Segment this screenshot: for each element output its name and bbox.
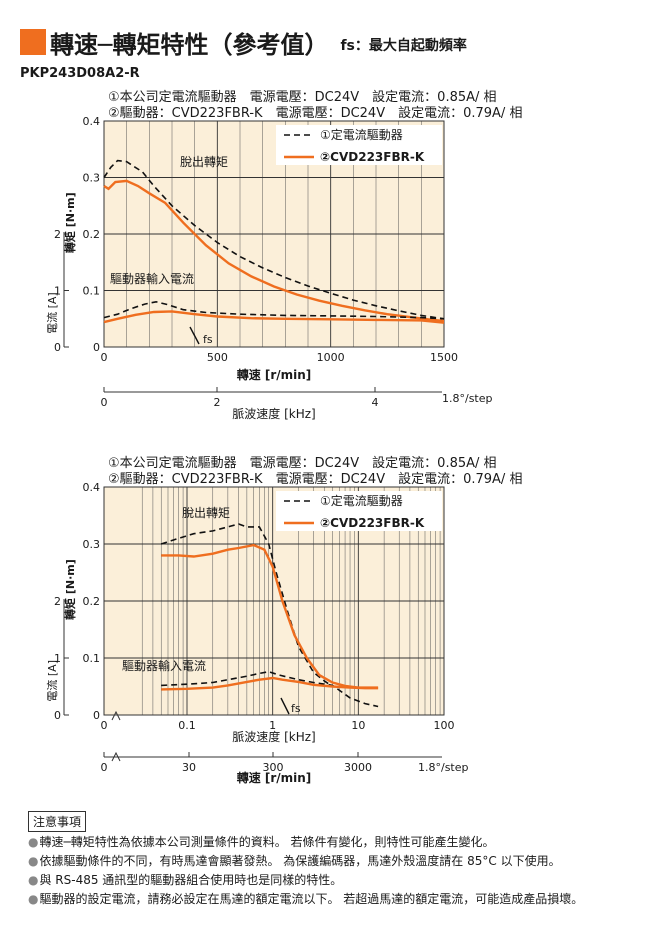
- x2-tick-label: 30: [182, 761, 196, 774]
- fs-marker: [280, 697, 290, 715]
- speed-torque-chart-log: 0 0.1 0.2 0.3 0.4 0 1 2 轉矩 [N·m] 電流 [A] ①定電流驅動器 ②CV…: [45, 481, 469, 785]
- x-tick-label: 500: [207, 351, 228, 364]
- x-tick-label: 1: [269, 719, 276, 732]
- x2-tick-label: 1.8°/step: [418, 761, 469, 774]
- page-title: 轉速─轉矩特性（參考值）: [50, 30, 329, 59]
- series-line-dashed: [161, 670, 379, 708]
- series-line-dashed: [103, 159, 445, 320]
- y-tick-label: 0.1: [83, 652, 101, 665]
- condition-line-1: ①本公司定電流驅動器 電源電壓：DC24V 設定電流：0.85A/ 相: [108, 456, 497, 471]
- x-tick-label: 0.1: [178, 719, 196, 732]
- note-text: 驅動器的設定電流，請務必設定在馬達的額定電流以下。 若超過馬達的額定電流，可能造…: [39, 892, 584, 906]
- legend-label: ①定電流驅動器: [320, 127, 403, 142]
- y2-tick-label: 2: [54, 595, 61, 608]
- y2-axis-label: 電流 [A]: [45, 660, 59, 702]
- legend-box: [276, 491, 442, 531]
- y-tick-label: 0.2: [83, 595, 101, 608]
- y-tick-label: 0.4: [83, 481, 101, 494]
- series-line-solid: [161, 543, 379, 689]
- y-tick-label: 0: [93, 341, 100, 354]
- x2-tick-label: 1.8°/step: [442, 392, 493, 405]
- y-tick-label: 0.3: [83, 172, 101, 185]
- x-axis-label: 脈波速度 [kHz]: [232, 729, 315, 744]
- annotation-input-current: 驅動器輸入電流: [110, 271, 194, 286]
- x2-axis-label: 脈波速度 [kHz]: [232, 406, 315, 421]
- plot-frame: [103, 486, 445, 716]
- note-text: 與 RS-485 通訊型的驅動器組合使用時也是同樣的特性。: [39, 873, 343, 887]
- note-item: ●依據驅動條件的不同，有時馬達會顯著發熱。 為保護編碼器，馬達外殼溫度請在 85…: [28, 852, 561, 869]
- note-item: ●與 RS-485 通訊型的驅動器組合使用時也是同樣的特性。: [28, 871, 342, 888]
- x-tick-label: 10: [351, 719, 365, 732]
- note-item: ●驅動器的設定電流，請務必設定在馬達的額定電流以下。 若超過馬達的額定電流，可能…: [28, 890, 583, 907]
- annotation-pullout-torque: 脫出轉矩: [182, 505, 230, 520]
- legend-box: [276, 125, 442, 165]
- x-tick-label: 100: [434, 719, 455, 732]
- fs-marker: [189, 326, 200, 345]
- note-item: ●轉速─轉矩特性為依據本公司測量條件的資料。 若條件有變化，則特性可能產生變化。: [28, 833, 495, 850]
- x2-tick-label: 4: [372, 396, 379, 409]
- x-tick-label: 1500: [430, 351, 458, 364]
- annotation-pullout-torque: 脫出轉矩: [180, 154, 228, 169]
- x-axis-label: 轉速 [r/min]: [237, 367, 312, 382]
- bullet-icon: ●: [28, 873, 39, 887]
- notes-title: 注意事項: [28, 811, 87, 832]
- x2-tick-label: 0: [101, 396, 108, 409]
- series-line-solid: [103, 179, 445, 323]
- annotation-fs: fs: [203, 333, 213, 346]
- y-tick-label: 0: [93, 709, 100, 722]
- note-text: 依據驅動條件的不同，有時馬達會顯著發熱。 為保護編碼器，馬達外殼溫度請在 85°…: [39, 854, 561, 868]
- y-tick-label: 0.1: [83, 285, 101, 298]
- note-text: 轉速─轉矩特性為依據本公司測量條件的資料。 若條件有變化，則特性可能產生變化。: [39, 835, 495, 849]
- legend-label: ②CVD223FBR-K: [320, 150, 425, 164]
- y-axis-label: 轉矩 [N·m]: [63, 192, 77, 253]
- y2-tick-label: 0: [54, 709, 61, 722]
- bullet-icon: ●: [28, 892, 39, 906]
- y-tick-label: 0.2: [83, 228, 101, 241]
- x2-tick-label: 3000: [344, 761, 372, 774]
- y-tick-label: 0.4: [83, 115, 101, 128]
- series-line-solid: [161, 676, 379, 691]
- y2-axis-label: 電流 [A]: [45, 292, 59, 334]
- x-tick-label: 1000: [317, 351, 345, 364]
- y-axis-label: 轉矩 [N·m]: [63, 559, 77, 620]
- y2-tick-label: 0: [54, 341, 61, 354]
- legend-label: ①定電流驅動器: [320, 493, 403, 508]
- x2-tick-label: 0: [101, 761, 108, 774]
- series-line-solid: [103, 310, 445, 324]
- page-subtitle: fs：最大自起動頻率: [340, 38, 467, 54]
- condition-line-2: ②驅動器：CVD223FBR-K 電源電壓：DC24V 設定電流：0.79A/ …: [108, 472, 523, 487]
- series-line-dashed: [103, 300, 445, 320]
- condition-line-1: ①本公司定電流驅動器 電源電壓：DC24V 設定電流：0.85A/ 相: [108, 90, 497, 105]
- accent-square-icon: [20, 29, 46, 55]
- bullet-icon: ●: [28, 854, 39, 868]
- page-header: 轉速─轉矩特性（參考值） fs：最大自起動頻率: [20, 24, 467, 60]
- x-tick-label: 0: [101, 351, 108, 364]
- legend-label: ②CVD223FBR-K: [320, 516, 425, 530]
- series-line-dashed: [160, 523, 333, 688]
- x2-axis-label: 轉速 [r/min]: [237, 770, 312, 785]
- axis-break-icon: [111, 710, 121, 721]
- x2-tick-label: 2: [214, 396, 221, 409]
- axis-break-icon: [111, 751, 121, 762]
- y2-tick-label: 1: [54, 285, 61, 298]
- model-name: PKP243D08A2-R: [20, 66, 140, 81]
- y-tick-label: 0.3: [83, 538, 101, 551]
- annotation-input-current: 驅動器輸入電流: [122, 658, 206, 673]
- condition-line-2: ②驅動器：CVD223FBR-K 電源電壓：DC24V 設定電流：0.79A/ …: [108, 106, 523, 121]
- x2-tick-label: 300: [263, 761, 284, 774]
- bullet-icon: ●: [28, 835, 39, 849]
- annotation-fs: fs: [291, 702, 301, 715]
- plot-frame: [103, 120, 445, 348]
- x-tick-label: 0: [101, 719, 108, 732]
- y2-tick-label: 1: [54, 652, 61, 665]
- y2-tick-label: 2: [54, 228, 61, 241]
